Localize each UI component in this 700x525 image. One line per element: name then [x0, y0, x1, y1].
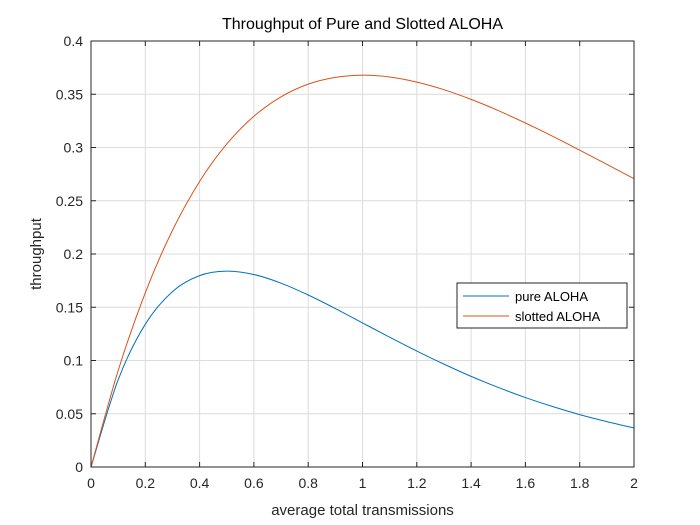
ticks: [90, 40, 635, 468]
legend-label-slotted-aloha: slotted ALOHA: [515, 309, 601, 324]
x-tick-label: 0.8: [298, 475, 318, 491]
x-tick-label: 2: [630, 475, 638, 491]
x-tick-label: 1.6: [516, 475, 536, 491]
x-tick-label: 0.2: [136, 475, 156, 491]
y-tick-label: 0.2: [64, 246, 84, 262]
x-tick-label: 0.4: [190, 475, 210, 491]
x-tick-label: 1: [359, 475, 367, 491]
y-tick-label: 0.1: [64, 353, 84, 369]
y-tick-label: 0.25: [56, 193, 83, 209]
x-tick-label: 0.6: [244, 475, 264, 491]
legend: pure ALOHA slotted ALOHA: [456, 282, 628, 329]
x-tick-label: 1.8: [570, 475, 590, 491]
y-tick-label: 0.35: [56, 86, 83, 102]
y-tick-label: 0.15: [56, 299, 83, 315]
y-tick-label: 0: [75, 459, 83, 475]
y-tick-label: 0.05: [56, 406, 83, 422]
y-tick-label: 0.4: [64, 33, 84, 49]
x-tick-label: 1.2: [407, 475, 427, 491]
x-tick-label: 1.4: [461, 475, 481, 491]
series: [90, 74, 635, 468]
x-tick-label: 0: [87, 475, 95, 491]
grid: [91, 41, 634, 467]
y-tick-labels: 0 0.05 0.1 0.15 0.2 0.25 0.3 0.35 0.4: [56, 33, 83, 475]
y-tick-label: 0.3: [64, 140, 84, 156]
y-axis-title: throughput: [28, 217, 45, 290]
x-axis-title: average total transmissions: [271, 502, 454, 519]
series-line-pure-aloha: [90, 270, 635, 468]
x-tick-labels: 0 0.2 0.4 0.6 0.8 1 1.2 1.4 1.6 1.8 2: [87, 475, 638, 491]
legend-label-pure-aloha: pure ALOHA: [515, 289, 588, 304]
chart-title: Throughput of Pure and Slotted ALOHA: [222, 16, 503, 33]
series-line-slotted-aloha: [90, 74, 635, 468]
legend-box: [456, 282, 628, 329]
